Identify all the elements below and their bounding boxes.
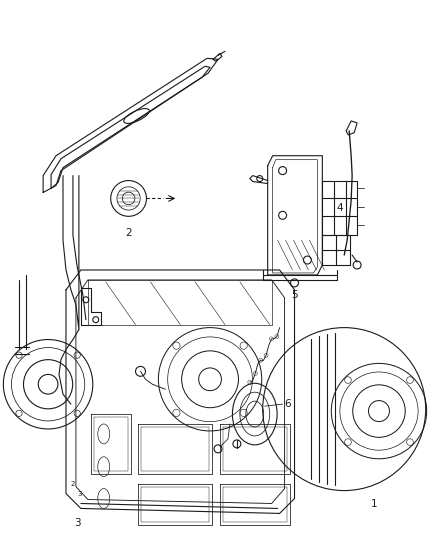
Text: 6: 6 — [285, 399, 291, 409]
Text: 4: 4 — [337, 204, 343, 213]
Text: 2: 2 — [125, 228, 132, 238]
Text: 1: 1 — [371, 498, 377, 508]
Text: 2: 2 — [71, 481, 75, 487]
Text: 3: 3 — [74, 519, 81, 528]
Text: 3: 3 — [78, 490, 82, 497]
Text: 5: 5 — [291, 290, 298, 300]
